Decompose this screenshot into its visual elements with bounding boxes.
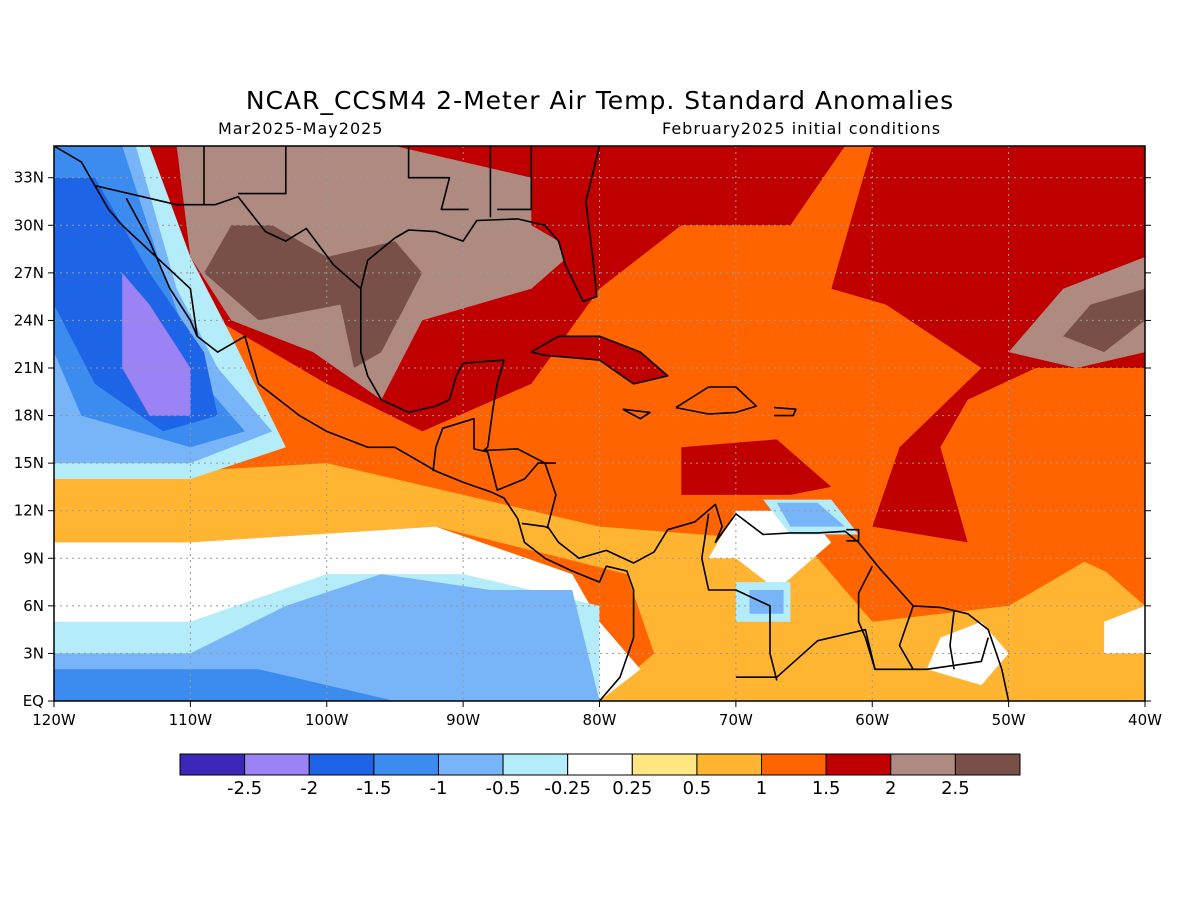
colorbar: -2.5 -2 -1.5 -1 -0.5 -0.25 0.25 0.5 1 1.5 2 2.5 [179, 753, 1021, 799]
colorbar-label: -2.5 [227, 778, 262, 799]
colorbar-swatch [890, 753, 956, 776]
coastline [774, 406, 797, 417]
coastlines [54, 146, 1010, 701]
x-tick-label: 110W [169, 711, 213, 729]
colorbar-swatch [631, 753, 698, 776]
coastline [622, 408, 651, 420]
gridlines [54, 146, 1145, 701]
colorbar-swatch [825, 753, 892, 776]
coastline [125, 197, 198, 337]
anomaly-region--0.5 [749, 590, 784, 614]
x-tick-label: 60W [855, 711, 889, 729]
anomaly-region-0.25 [1104, 605, 1145, 654]
colorbar-swatch [244, 753, 310, 776]
plot-area [54, 146, 1145, 701]
colorbar-label: -0.5 [486, 778, 521, 799]
coastline [735, 628, 989, 679]
coastline [700, 513, 778, 681]
anomaly-region--1 [54, 669, 395, 701]
y-tick-label: EQ [23, 692, 44, 710]
y-tick-label: 15N [14, 454, 44, 472]
anomaly-region-1.5 [681, 439, 832, 495]
x-tick-label: 80W [583, 711, 617, 729]
colorbar-label: -2 [300, 778, 318, 799]
x-tick-label: 120W [32, 711, 76, 729]
x-tick-label: 100W [305, 711, 349, 729]
colorbar-swatch [761, 753, 827, 776]
y-tick-label: 24N [14, 311, 44, 329]
y-tick-label: 12N [14, 502, 44, 520]
coastline [846, 528, 860, 542]
anomaly-region-0.5 [54, 463, 1145, 701]
map-axes: 120W 110W 100W 90W 80W 70W 60W 50W 40W EQ 3N 6N 9N 12… [14, 169, 1162, 729]
y-tick-label: 33N [14, 169, 44, 187]
coastline [359, 146, 1010, 701]
coastline [949, 610, 955, 670]
map-title: NCAR_CCSM4 2-Meter Air Temp. Standard An… [245, 86, 955, 115]
coastline [94, 184, 362, 290]
colorbar-swatch [567, 753, 633, 776]
initial-conditions: February2025 initial conditions [662, 119, 942, 138]
y-tick-label: 30N [14, 216, 44, 234]
x-tick-label: 50W [992, 711, 1026, 729]
forecast-period: Mar2025-May2025 [218, 119, 384, 138]
coastline [898, 605, 914, 670]
y-tick-label: 18N [14, 407, 44, 425]
colorbar-swatch [373, 753, 439, 776]
colorbar-swatch [954, 753, 1021, 776]
anomaly-region-1.5 [831, 146, 1145, 543]
x-tick-label: 40W [1128, 711, 1162, 729]
colorbar-swatch [179, 753, 246, 776]
colorbar-label: 2.5 [941, 778, 970, 799]
y-tick-label: 21N [14, 359, 44, 377]
colorbar-label: 1.5 [812, 778, 841, 799]
colorbar-label: 0.5 [683, 778, 712, 799]
colorbar-label: 1 [756, 778, 767, 799]
colorbar-label: 0.25 [612, 778, 652, 799]
y-tick-label: 3N [23, 644, 44, 662]
coastline [530, 335, 669, 385]
colorbar-swatch [502, 753, 569, 776]
colorbar-label: -1.5 [356, 778, 391, 799]
coastline [407, 146, 469, 211]
colorbar-label: -1 [429, 778, 447, 799]
land-area [531, 146, 600, 302]
x-tick-label: 90W [446, 711, 480, 729]
anomaly-region--2 [122, 272, 191, 416]
coastline [432, 417, 556, 491]
coastline [675, 386, 758, 415]
coastline [521, 522, 550, 529]
colorbar-label: -0.25 [544, 778, 591, 799]
colorbar-swatch [308, 753, 375, 776]
anomaly-region--0.5 [776, 502, 845, 527]
y-tick-label: 27N [14, 264, 44, 282]
coastline [238, 146, 287, 195]
y-tick-label: 6N [23, 597, 44, 615]
colorbar-label: 2 [885, 778, 896, 799]
coastline [497, 146, 533, 211]
y-tick-label: 9N [23, 549, 44, 567]
colorbar-swatch [696, 753, 763, 776]
colorbar-swatch [437, 753, 504, 776]
coastline [857, 565, 876, 670]
x-tick-label: 70W [719, 711, 753, 729]
